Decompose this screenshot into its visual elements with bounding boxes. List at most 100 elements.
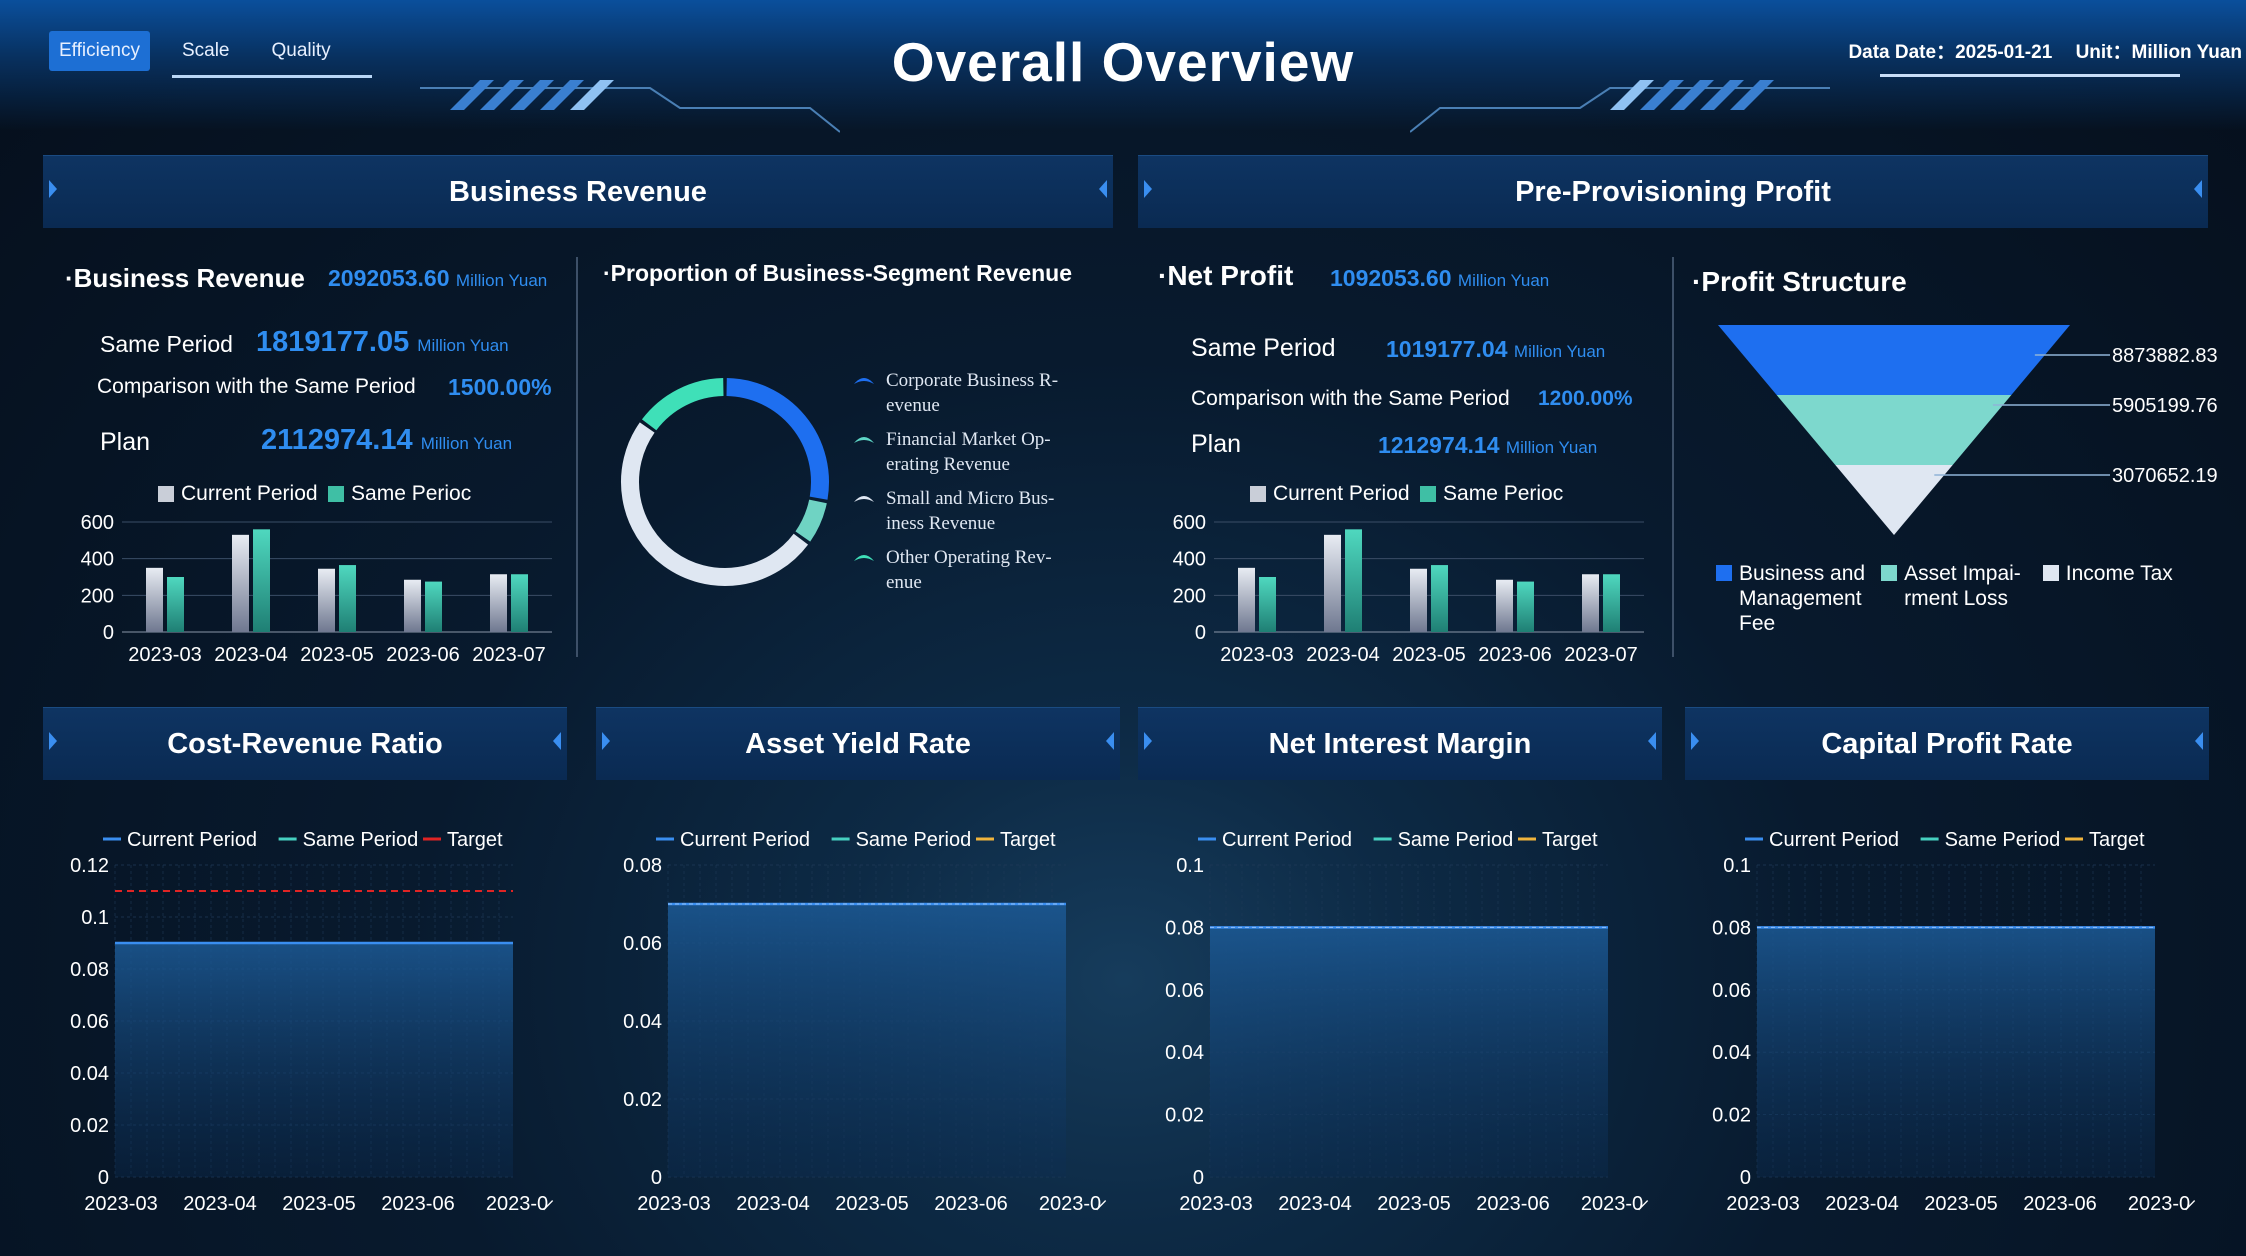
revenue-unit: Million Yuan xyxy=(420,434,513,453)
y-tick-label: 400 xyxy=(1173,549,1206,571)
legend-label: Current Period xyxy=(1273,482,1410,505)
y-tick-label: 0 xyxy=(103,622,114,644)
revenue-plan: 2112974.14 Million Yuan xyxy=(261,424,512,457)
area-fill-current-period xyxy=(1757,927,2155,1177)
legend-label: Current Period xyxy=(1222,829,1352,851)
y-tick-label: 0 xyxy=(1740,1167,1751,1189)
structure-title: ·Profit Structure xyxy=(1692,266,1907,297)
legend-label: Same Perioc xyxy=(351,482,472,505)
chevron-left-icon xyxy=(2195,732,2203,750)
legend-label: Income Tax xyxy=(2065,562,2173,585)
x-tick-label: 2023-04 xyxy=(214,644,287,666)
legend-label: Target xyxy=(1542,829,1598,851)
tab-quality[interactable]: Quality xyxy=(271,40,331,61)
bar-same-period xyxy=(511,574,528,632)
legend-label: rment Loss xyxy=(1904,587,2008,610)
legend-label: Current Period xyxy=(680,829,810,851)
legend-item[interactable]: Small and Micro Bus-iness Revenue xyxy=(852,486,1058,536)
x-tick-label: 2023-0̷ xyxy=(1039,1193,1106,1215)
legend-item[interactable]: Business and Management Fee xyxy=(1716,561,1865,636)
x-tick-label: 2023-0̷ xyxy=(486,1193,553,1215)
area-fill-current-period xyxy=(668,904,1066,1177)
x-tick-label: 2023-05 xyxy=(835,1193,908,1215)
divider xyxy=(1672,257,1674,657)
bar-current-period xyxy=(490,574,507,632)
swatch-icon xyxy=(1420,486,1437,502)
panel-title: Asset Yield Rate xyxy=(745,727,971,760)
x-tick-label: 2023-04 xyxy=(183,1193,256,1215)
revenue-comparison-value: 1500.00% xyxy=(448,374,552,400)
bar-same-period xyxy=(1259,577,1276,632)
revenue-total: 2092053.60 Million Yuan xyxy=(328,265,547,292)
y-tick-label: 0.06 xyxy=(1712,980,1751,1002)
legend-marker-icon xyxy=(854,378,874,384)
legend-label: Corporate Business R- xyxy=(886,370,1059,391)
legend-current-period[interactable]: Current Period xyxy=(158,482,318,506)
revenue-plan-label: Plan xyxy=(100,428,151,456)
profit-bar-legend: Current Period Same Perioc xyxy=(1250,482,1565,507)
y-tick-label: 0.02 xyxy=(623,1089,662,1111)
legend-label: Same Perioc xyxy=(1443,482,1564,505)
x-tick-label: 2023-05 xyxy=(1392,644,1465,666)
panel-cost-revenue-ratio: Cost-Revenue Ratio xyxy=(43,707,567,780)
view-tabs: Efficiency Scale Quality xyxy=(49,31,363,71)
revenue-same-period-label: Same Period xyxy=(100,331,233,357)
legend-label: Management xyxy=(1739,587,1862,610)
legend-item[interactable]: Other Operating Rev-enue xyxy=(852,545,1058,595)
legend-item[interactable]: Financial Market Op-erating Revenue xyxy=(852,427,1058,477)
legend-label: Current Period xyxy=(181,482,318,505)
y-tick-label: 0.06 xyxy=(623,933,662,955)
donut-slice xyxy=(795,499,827,542)
panel-title: Capital Profit Rate xyxy=(1821,727,2073,760)
chevron-left-icon xyxy=(1648,732,1656,750)
bar-current-period xyxy=(1496,579,1513,632)
x-tick-label: 2023-0̷ xyxy=(1581,1193,1648,1215)
tab-efficiency[interactable]: Efficiency xyxy=(49,31,150,71)
y-tick-label: 0 xyxy=(1193,1167,1204,1189)
funnel-segment xyxy=(1835,465,1953,535)
legend-same-period[interactable]: Same Perioc xyxy=(1420,482,1563,506)
legend-same-period[interactable]: Same Perioc xyxy=(328,482,471,506)
legend-item[interactable]: Income Tax xyxy=(2042,561,2173,636)
bar-same-period xyxy=(1603,574,1620,632)
legend-label: iness Revenue xyxy=(886,513,996,534)
legend-item[interactable]: Corporate Business R-evenue xyxy=(852,368,1058,418)
bar-current-period xyxy=(318,568,335,632)
y-tick-label: 0.02 xyxy=(1165,1105,1204,1127)
legend-marker-icon xyxy=(854,496,874,502)
revenue-value: 2092053.60 xyxy=(328,265,450,291)
legend-label: erating Revenue xyxy=(886,454,1010,475)
y-tick-label: 0 xyxy=(98,1167,109,1189)
y-tick-label: 0.02 xyxy=(1712,1105,1751,1127)
panel-business-revenue: Business Revenue xyxy=(43,155,1113,228)
area-fill-current-period xyxy=(1210,927,1608,1177)
profit-comparison-value: 1200.00% xyxy=(1538,387,1633,410)
legend-item[interactable]: Asset Impai-rment Loss xyxy=(1881,561,2021,636)
y-tick-label: 0.1 xyxy=(1723,855,1751,877)
profit-title: ·Net Profit xyxy=(1158,260,1294,291)
profit-same-period-value: 1019177.04 xyxy=(1386,336,1508,362)
y-tick-label: 0.06 xyxy=(70,1011,109,1033)
legend-marker-icon xyxy=(854,437,874,443)
profit-unit: Million Yuan xyxy=(1513,342,1606,361)
x-tick-label: 2023-04 xyxy=(1278,1193,1351,1215)
y-tick-label: 0 xyxy=(1195,622,1206,644)
y-tick-label: 0.04 xyxy=(623,1011,662,1033)
revenue-bar-legend: Current Period Same Perioc xyxy=(158,482,473,507)
bar-current-period xyxy=(404,579,421,632)
profit-value: 1092053.60 xyxy=(1330,265,1452,291)
legend-label: Target xyxy=(1000,829,1056,851)
x-tick-label: 2023-06 xyxy=(1476,1193,1549,1215)
chevron-right-icon xyxy=(49,732,57,750)
profit-same-period-label: Same Period xyxy=(1191,334,1336,362)
tab-scale[interactable]: Scale xyxy=(181,40,230,61)
chevron-left-icon xyxy=(553,732,561,750)
revenue-unit: Million Yuan xyxy=(417,336,509,355)
funnel-value-label: 5905199.76 xyxy=(2112,395,2218,417)
legend-current-period[interactable]: Current Period xyxy=(1250,482,1410,506)
legend-marker-icon xyxy=(854,555,874,561)
chevron-right-icon xyxy=(1144,180,1152,198)
panel-net-interest-margin: Net Interest Margin xyxy=(1138,707,1662,780)
area-fill-current-period xyxy=(115,943,513,1177)
revenue-title: ·Business Revenue xyxy=(65,263,305,293)
